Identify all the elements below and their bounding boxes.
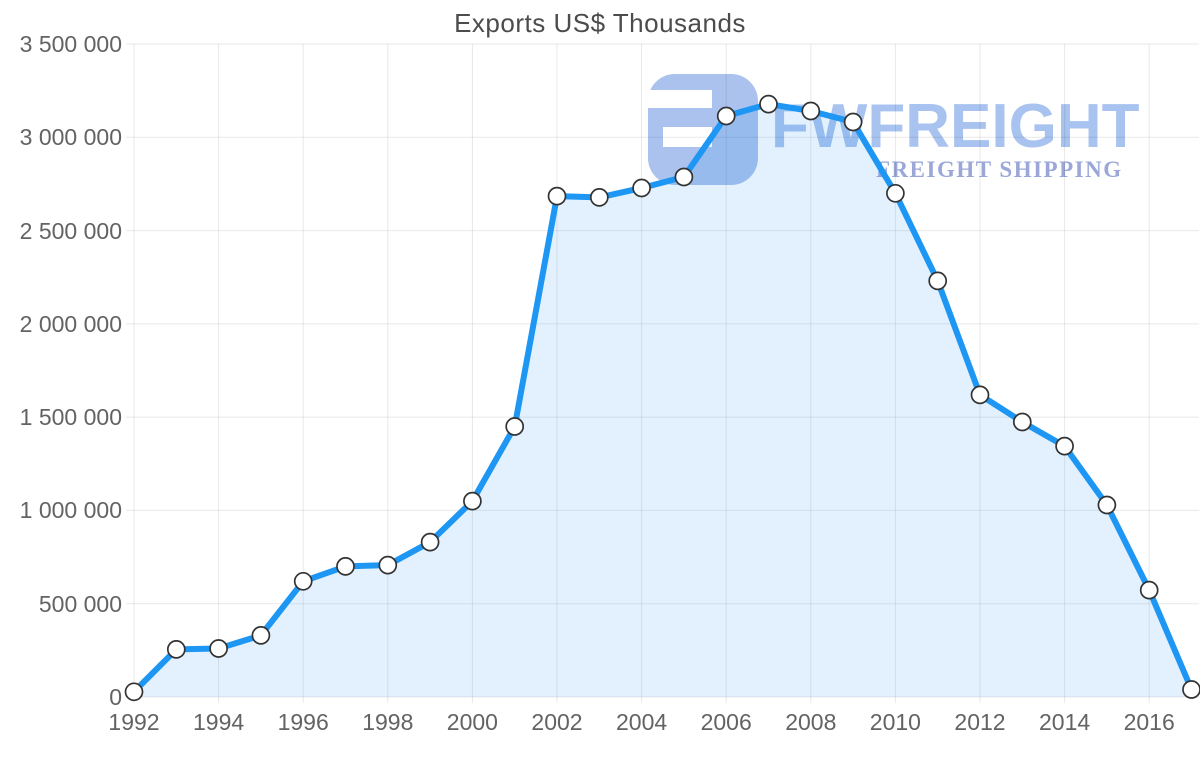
watermark-subtitle-text: FREIGHT SHIPPING bbox=[876, 157, 1123, 182]
data-point-marker[interactable] bbox=[674, 167, 694, 187]
x-axis-label: 2010 bbox=[869, 709, 921, 735]
y-axis-label: 1 500 000 bbox=[19, 404, 122, 431]
data-point-marker[interactable] bbox=[336, 557, 355, 576]
series-area-fill bbox=[134, 104, 1192, 698]
data-point-marker[interactable] bbox=[209, 639, 228, 658]
x-axis-label: 2002 bbox=[531, 709, 583, 735]
x-axis-label: 2004 bbox=[616, 709, 668, 735]
logo-notch-top bbox=[648, 90, 712, 108]
data-point-marker[interactable] bbox=[378, 555, 398, 575]
data-point-marker[interactable] bbox=[505, 417, 525, 436]
x-axis-label: 2014 bbox=[1039, 709, 1091, 735]
x-axis-label: 1992 bbox=[108, 709, 160, 735]
x-axis-label: 2016 bbox=[1123, 709, 1175, 735]
data-point-marker[interactable] bbox=[886, 183, 905, 203]
y-axis-label: 500 000 bbox=[38, 590, 122, 617]
y-axis-label: 1 000 000 bbox=[19, 497, 122, 524]
y-axis-label: 3 000 000 bbox=[19, 124, 122, 151]
logo-notch-mid bbox=[663, 127, 712, 147]
fwfreight-logo-icon bbox=[648, 74, 758, 185]
x-axis-label: 1994 bbox=[193, 709, 245, 735]
data-point-marker[interactable] bbox=[547, 186, 567, 206]
data-point-marker[interactable] bbox=[716, 106, 736, 126]
x-axis-label: 1998 bbox=[362, 709, 414, 735]
data-point-marker[interactable] bbox=[124, 682, 144, 702]
data-point-marker[interactable] bbox=[251, 626, 271, 645]
y-axis-label: 3 500 000 bbox=[19, 31, 122, 57]
data-point-marker[interactable] bbox=[1139, 580, 1159, 600]
y-axis-label: 0 bbox=[109, 684, 122, 710]
data-point-marker[interactable] bbox=[293, 571, 313, 591]
y-axis-label: 2 500 000 bbox=[19, 217, 122, 244]
data-point-marker[interactable] bbox=[928, 271, 948, 291]
x-axis-label: 1996 bbox=[277, 709, 329, 735]
data-point-marker[interactable] bbox=[166, 640, 186, 659]
data-point-marker[interactable] bbox=[801, 101, 821, 121]
chart-title: Exports US$ Thousands bbox=[454, 8, 746, 38]
x-axis-label: 2012 bbox=[954, 709, 1006, 735]
data-point-marker[interactable] bbox=[632, 178, 651, 198]
data-point-marker[interactable] bbox=[970, 385, 990, 405]
data-point-marker[interactable] bbox=[420, 532, 440, 552]
data-point-marker[interactable] bbox=[1097, 495, 1117, 515]
y-axis-label: 2 000 000 bbox=[19, 310, 122, 337]
watermark-brand-text: FWFREIGHT bbox=[771, 92, 1140, 161]
x-axis-label: 2006 bbox=[700, 709, 752, 735]
data-point-marker[interactable] bbox=[843, 112, 863, 132]
data-point-marker[interactable] bbox=[1055, 436, 1074, 456]
x-axis-label: 2000 bbox=[446, 709, 498, 735]
x-axis-label: 2008 bbox=[785, 709, 837, 735]
data-point-marker[interactable] bbox=[463, 491, 482, 511]
data-point-marker[interactable] bbox=[759, 94, 778, 114]
data-point-marker[interactable] bbox=[1012, 412, 1032, 432]
data-point-marker[interactable] bbox=[1182, 680, 1200, 699]
data-point-marker[interactable] bbox=[589, 188, 609, 207]
